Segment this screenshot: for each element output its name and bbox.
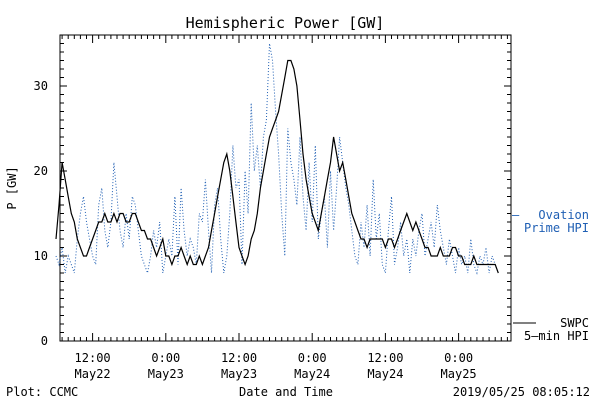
- x-tick-label-time: 0:00: [151, 351, 180, 365]
- y-tick-label: 0: [41, 334, 48, 348]
- x-tick-label-time: 0:00: [298, 351, 327, 365]
- x-tick-label-date: May22: [75, 367, 111, 381]
- y-tick-label: 30: [34, 79, 48, 93]
- x-tick-label-time: 12:00: [367, 351, 403, 365]
- series-line-1: [55, 59, 499, 274]
- x-tick-label-date: May25: [441, 367, 477, 381]
- chart-title: Hemispheric Power [GW]: [186, 14, 385, 32]
- legend-ovation-line2: Prime HPI: [524, 221, 589, 235]
- x-tick-label-date: May23: [148, 367, 184, 381]
- y-axis: 0 10 20 30: [34, 34, 511, 348]
- x-tick-label-date: May23: [221, 367, 257, 381]
- legend-ovation-dash: —: [512, 208, 520, 222]
- series-layer: [55, 43, 499, 275]
- footer-timestamp: 2019/05/25 08:05:12: [453, 385, 590, 399]
- x-axis-label: Date and Time: [239, 385, 333, 399]
- legend-ovation-line1: Ovation: [538, 208, 589, 222]
- x-axis: 12:00 May22 0:00 May23 12:00 May23 0:00 May24 12…: [61, 35, 508, 381]
- legend-swpc: SWPC 5—min HPI: [513, 316, 589, 343]
- x-tick-label-time: 12:00: [221, 351, 257, 365]
- y-tick-label: 10: [34, 249, 48, 263]
- footer-credit: Plot: CCMC: [6, 385, 78, 399]
- plot-frame: [59, 34, 512, 342]
- series-line-0: [55, 43, 499, 275]
- x-tick-label-date: May24: [294, 367, 330, 381]
- legend-ovation: — Ovation Prime HPI: [512, 208, 589, 235]
- x-tick-label-date: May24: [367, 367, 403, 381]
- legend-swpc-line1: SWPC: [560, 316, 589, 330]
- legend-swpc-line2: 5—min HPI: [524, 329, 589, 343]
- x-tick-label-time: 12:00: [75, 351, 111, 365]
- x-tick-label-time: 0:00: [444, 351, 473, 365]
- y-tick-label: 20: [34, 164, 48, 178]
- y-axis-label: P [GW]: [5, 166, 19, 209]
